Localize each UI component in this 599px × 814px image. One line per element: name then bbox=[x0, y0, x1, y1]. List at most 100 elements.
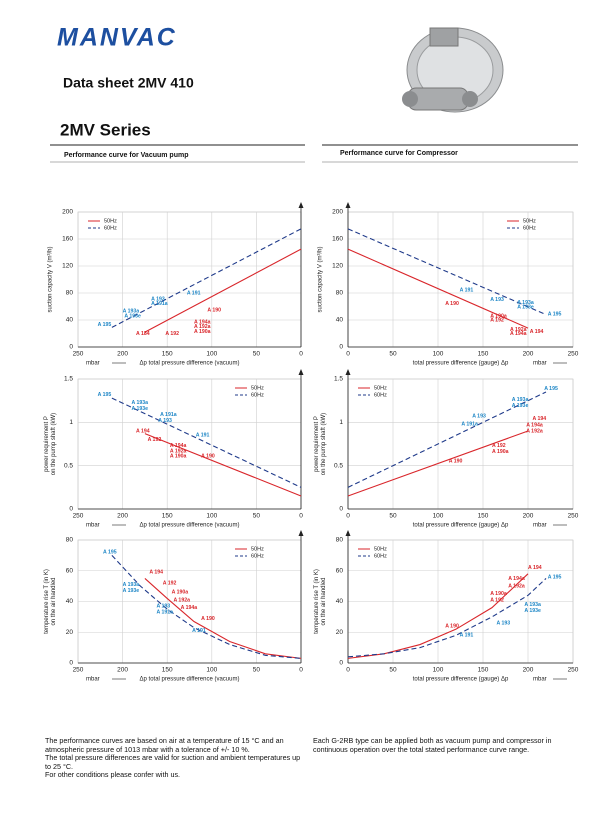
legend-label: 60Hz bbox=[374, 392, 387, 398]
x-axis-label: Δp total pressure difference (vacuum) bbox=[140, 677, 240, 683]
y-axis-arrow bbox=[298, 369, 304, 375]
x-tick-label: 100 bbox=[206, 667, 217, 674]
series-line bbox=[111, 555, 302, 659]
y-axis-arrow bbox=[345, 202, 351, 208]
y-axis-label: on the air handled bbox=[51, 577, 57, 625]
x-axis-label: total pressure difference (gauge) Δp bbox=[413, 677, 509, 683]
legend-label: 50Hz bbox=[523, 218, 536, 224]
note: For other conditions please confer with … bbox=[45, 770, 181, 780]
y-axis-label: power requirement P bbox=[44, 416, 50, 472]
annotation: A 184 bbox=[136, 331, 150, 337]
y-tick-label: 1.5 bbox=[334, 376, 343, 383]
notes-left: The performance curves are based on air … bbox=[45, 736, 307, 780]
annotation: A 195 bbox=[548, 574, 562, 580]
plot-area bbox=[347, 211, 574, 348]
annotation: A 193a bbox=[512, 397, 529, 403]
series-line bbox=[144, 433, 302, 497]
x-axis-label: total pressure difference (gauge) Δp bbox=[413, 523, 509, 529]
annotation: A 190 bbox=[445, 623, 459, 629]
annotation: A 193 bbox=[151, 296, 165, 302]
annotation: A 190a bbox=[490, 313, 507, 319]
y-axis-label: temperature rise T (in K) bbox=[44, 569, 50, 634]
annotation: A 194 bbox=[530, 329, 544, 335]
x-axis-unit: mbar bbox=[533, 677, 547, 683]
legend-label: 60Hz bbox=[251, 553, 264, 559]
chart: 0 20 40 60 80 250 200 150 100 50 0 temperature rise… bbox=[44, 530, 304, 683]
y-tick-label: 40 bbox=[66, 598, 74, 605]
x-tick-label: 250 bbox=[568, 667, 579, 674]
y-tick-label: 120 bbox=[62, 263, 73, 270]
annotation: A 193a bbox=[524, 602, 541, 608]
annotation: A 195 bbox=[98, 322, 112, 328]
x-axis-unit: mbar bbox=[86, 677, 100, 683]
annotation: A 190 bbox=[201, 454, 215, 460]
annotation: A 192 bbox=[165, 331, 179, 337]
x-tick-label: 50 bbox=[389, 667, 397, 674]
annotation: A 192 bbox=[490, 597, 504, 603]
annotation: A 194a bbox=[181, 605, 198, 611]
x-tick-label: 50 bbox=[253, 513, 261, 520]
annotation: A 193 bbox=[156, 603, 170, 609]
plot-area bbox=[77, 378, 302, 510]
chart: 0 40 80 120 160 200 0 50 100 150 200 250 suction cap… bbox=[318, 202, 579, 367]
plot-area bbox=[347, 378, 574, 510]
annotation: A 191 bbox=[460, 633, 474, 639]
annotation: A 190a bbox=[194, 329, 211, 335]
y-tick-label: 60 bbox=[336, 567, 344, 574]
annotation: A 193a bbox=[123, 582, 140, 588]
y-tick-label: 0 bbox=[69, 506, 73, 513]
chart: 0 0.5 1 1.5 0 50 100 150 200 250 power requirement… bbox=[314, 369, 579, 529]
annotation: A 191a bbox=[461, 421, 478, 427]
annotation: A 191 bbox=[192, 628, 206, 634]
x-tick-label: 0 bbox=[346, 513, 350, 520]
annotation: A 193 bbox=[158, 418, 172, 424]
annotation: A 193 bbox=[497, 620, 511, 626]
y-axis-label: on the pump shaft (kW) bbox=[321, 413, 327, 475]
annotation: A 192a bbox=[170, 448, 187, 454]
y-tick-label: 200 bbox=[62, 209, 73, 216]
note: Each G-2RB type can be applied both as v… bbox=[313, 736, 552, 754]
annotation: A 195 bbox=[544, 386, 558, 392]
column-heading: Performance curve for Compressor bbox=[340, 150, 458, 157]
y-tick-label: 40 bbox=[336, 598, 344, 605]
y-tick-label: 20 bbox=[336, 629, 344, 636]
notes-right: Each G-2RB type can be applied both as v… bbox=[313, 736, 568, 754]
series-line bbox=[144, 248, 302, 333]
series-line bbox=[347, 578, 547, 658]
series-line bbox=[347, 248, 529, 329]
y-tick-label: 0 bbox=[69, 344, 73, 351]
annotation: A 190 bbox=[445, 301, 459, 307]
x-tick-label: 100 bbox=[433, 513, 444, 520]
annotation: A 194 bbox=[528, 565, 542, 571]
annotation: A 194 bbox=[533, 416, 547, 422]
series-title: 2MV Series bbox=[60, 120, 151, 139]
annotation: A 194a bbox=[194, 319, 211, 325]
legend-label: 50Hz bbox=[374, 546, 387, 552]
y-tick-label: 1.5 bbox=[64, 376, 73, 383]
annotation: A 195 bbox=[548, 311, 562, 317]
annotation: A 193e bbox=[132, 406, 149, 412]
x-tick-label: 100 bbox=[433, 351, 444, 358]
y-axis-label: on the pump shaft (kW) bbox=[51, 413, 57, 475]
y-axis-arrow bbox=[298, 530, 304, 536]
annotation: A 192 bbox=[492, 443, 506, 449]
x-tick-label: 50 bbox=[253, 351, 261, 358]
note: The total pressure differences are valid… bbox=[45, 753, 301, 771]
annotation: A 192 bbox=[490, 317, 504, 323]
annotation: A 194 bbox=[149, 570, 163, 576]
y-tick-label: 0 bbox=[339, 506, 343, 513]
annotation: A 191 bbox=[187, 290, 201, 296]
annotation: A 190 bbox=[201, 616, 215, 622]
x-axis-label: total pressure difference (gauge) Δp bbox=[413, 361, 509, 367]
note: The performance curves are based on air … bbox=[45, 736, 284, 754]
y-axis-label: power requirement P bbox=[314, 416, 320, 472]
annotation: A 194a bbox=[526, 422, 543, 428]
annotation: A 195 bbox=[103, 550, 117, 556]
annotation: A 192a bbox=[173, 597, 190, 603]
annotation: A 194a bbox=[508, 576, 525, 582]
legend-label: 60Hz bbox=[523, 225, 536, 231]
legend-label: 50Hz bbox=[251, 546, 264, 552]
series-line bbox=[111, 228, 302, 328]
y-axis-label: temperature rise T (in K) bbox=[314, 569, 320, 634]
y-tick-label: 200 bbox=[332, 209, 343, 216]
